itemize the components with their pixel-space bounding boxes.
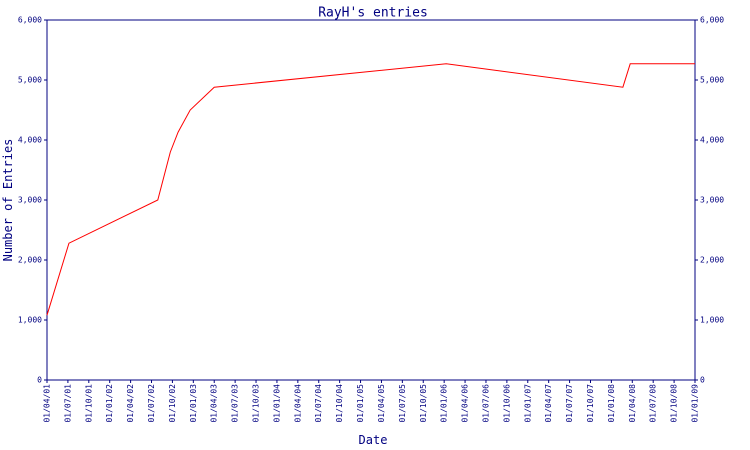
x-tick-label: 01/01/02 — [105, 384, 114, 423]
data-line — [46, 63, 695, 316]
x-tick-label: 01/04/03 — [210, 384, 219, 423]
x-tick-label: 01/04/08 — [628, 384, 637, 423]
x-tick-label: 01/10/02 — [168, 384, 177, 423]
y2-tick-label: 6,000 — [700, 16, 724, 25]
x-tick-label: 01/01/06 — [440, 384, 449, 423]
x-tick-label: 01/10/08 — [670, 384, 679, 423]
y-tick-label: 2,000 — [18, 256, 42, 265]
x-tick-label: 01/01/08 — [607, 384, 616, 423]
x-tick-label: 01/10/04 — [335, 384, 344, 423]
y2-tick-label: 1,000 — [700, 316, 724, 325]
x-tick-label: 01/01/05 — [356, 384, 365, 423]
x-tick-label: 01/07/01 — [63, 384, 72, 423]
x-tick-label: 01/10/06 — [502, 384, 511, 423]
x-tick-label: 01/07/04 — [314, 384, 323, 423]
y-tick-label: 3,000 — [18, 196, 42, 205]
x-tick-label: 01/10/01 — [84, 384, 93, 423]
x-tick-label: 01/07/02 — [147, 384, 156, 423]
y2-tick-label: 0 — [700, 376, 705, 385]
x-tick-label: 01/04/04 — [293, 384, 302, 423]
x-tick-label: 01/04/02 — [126, 384, 135, 423]
y-tick-label: 1,000 — [18, 316, 42, 325]
x-tick-label: 01/04/05 — [377, 384, 386, 423]
x-tick-label: 01/01/03 — [189, 384, 198, 423]
y2-tick-label: 4,000 — [700, 136, 724, 145]
x-tick-label: 01/01/04 — [272, 384, 281, 423]
y-axis-label: Number of Entries — [1, 139, 15, 262]
y2-tick-label: 3,000 — [700, 196, 724, 205]
y-tick-label: 0 — [37, 376, 42, 385]
x-tick-label: 01/04/07 — [544, 384, 553, 423]
x-tick-label: 01/07/07 — [565, 384, 574, 423]
x-tick-label: 01/07/08 — [649, 384, 658, 423]
x-tick-label: 01/04/06 — [461, 384, 470, 423]
chart-title: RayH's entries — [318, 6, 428, 21]
y2-tick-label: 2,000 — [700, 256, 724, 265]
y-tick-label: 5,000 — [18, 76, 42, 85]
y-tick-label: 6,000 — [18, 16, 42, 25]
x-tick-label: 01/07/06 — [481, 384, 490, 423]
x-tick-label: 01/10/03 — [252, 384, 261, 423]
x-tick-label: 01/07/05 — [398, 384, 407, 423]
x-axis-label: Date — [359, 433, 388, 447]
x-tick-label: 01/01/07 — [523, 384, 532, 423]
x-tick-label: 01/10/07 — [586, 384, 595, 423]
x-tick-label: 01/04/01 — [43, 384, 52, 423]
x-tick-label: 01/07/03 — [231, 384, 240, 423]
x-tick-label: 01/01/09 — [691, 384, 700, 423]
y-tick-label: 4,000 — [18, 136, 42, 145]
x-tick-label: 01/10/05 — [419, 384, 428, 423]
y2-tick-label: 5,000 — [700, 76, 724, 85]
